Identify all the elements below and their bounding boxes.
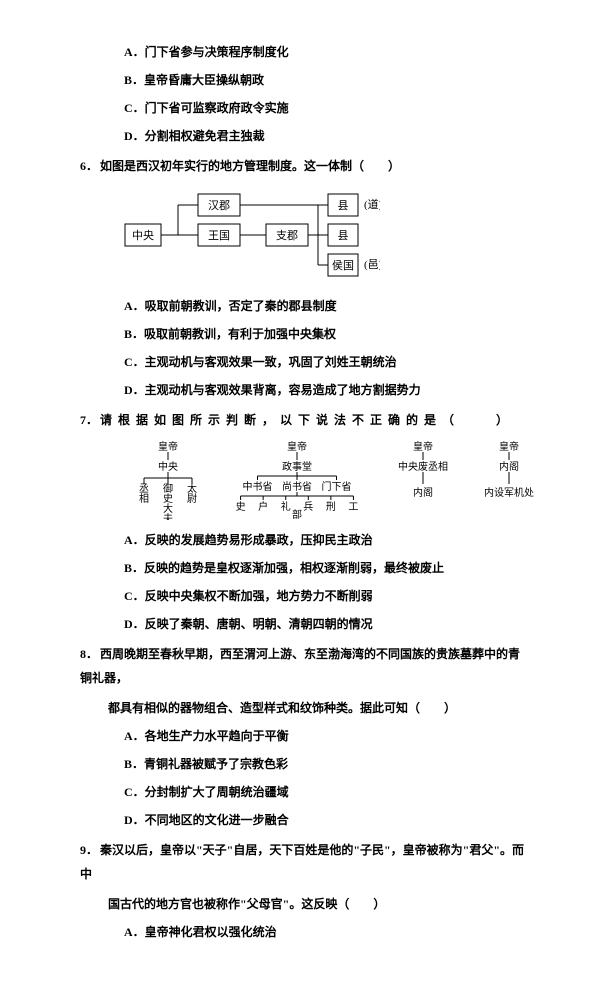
q9-line2: 国古代的地方官也被称作"父母官"。这反映（ ） — [108, 892, 525, 916]
option-8d: D．不同地区的文化进一步融合 — [124, 808, 525, 832]
svg-text:兵: 兵 — [303, 500, 313, 513]
svg-text:皇帝: 皇帝 — [158, 440, 178, 453]
svg-text:王国: 王国 — [208, 229, 230, 242]
svg-text:内阁: 内阁 — [413, 486, 433, 499]
svg-text:皇帝: 皇帝 — [499, 440, 519, 453]
svg-text:内设军机处: 内设军机处 — [484, 486, 534, 499]
q6-diagram: 中央汉郡王国支郡县县侯国(道)(邑) — [120, 186, 525, 286]
svg-text:礼: 礼 — [281, 500, 291, 513]
svg-text:内阁: 内阁 — [499, 460, 519, 473]
svg-text:中书省: 中书省 — [243, 480, 273, 493]
q8-num: 8． — [80, 642, 100, 666]
option-8c: C．分封制扩大了周朝统治疆域 — [124, 780, 525, 804]
svg-text:皇帝: 皇帝 — [287, 440, 307, 453]
svg-text:工: 工 — [348, 502, 358, 513]
svg-text:史: 史 — [236, 501, 246, 513]
svg-text:中央废丞相: 中央废丞相 — [398, 460, 448, 473]
q9-text1: 秦汉以后，皇帝以"天子"自居，天下百姓是他的"子民"，皇帝被称为"君父"。而中 — [80, 843, 524, 881]
option-6a: A．吸取前朝教训，否定了秦的郡县制度 — [124, 294, 525, 318]
option-5a: A．门下省参与决策程序制度化 — [124, 40, 525, 64]
svg-text:部: 部 — [292, 508, 302, 520]
option-6c: C．主观动机与客观效果一致，巩固了刘姓王朝统治 — [124, 350, 525, 374]
option-7a: A．反映的发展趋势易形成暴政，压抑民主政治 — [124, 528, 525, 552]
svg-text:夫: 夫 — [163, 513, 173, 520]
option-7b: B．反映的趋势是皇权逐渐加强，相权逐渐削弱，最终被废止 — [124, 556, 525, 580]
question-6: 6．如图是西汉初年实行的地方管理制度。这一体制（ ） — [80, 154, 525, 178]
q8-line2: 都具有相似的器物组合、造型样式和纹饰种类。据此可知（ ） — [108, 696, 525, 720]
svg-text:中央: 中央 — [132, 229, 154, 242]
question-7: 7．请根据如图所示判断，以下说法不正确的是（ ） — [80, 408, 525, 432]
q6-text: 如图是西汉初年实行的地方管理制度。这一体制（ ） — [100, 159, 400, 173]
option-6d: D．主观动机与客观效果背离，容易造成了地方割据势力 — [124, 378, 525, 402]
svg-text:政事堂: 政事堂 — [282, 460, 312, 473]
svg-text:户: 户 — [258, 500, 268, 513]
option-6b: B．吸取前朝教训，有利于加强中央集权 — [124, 322, 525, 346]
option-9a: A．皇帝神化君权以强化统治 — [124, 920, 525, 944]
q7-diagram: 皇帝中央丞相御史大夫太尉皇帝政事堂中书省尚书省门下省史户礼兵刑工部皇帝中央废丞相… — [120, 440, 525, 520]
option-7c: C．反映中央集权不断加强，地方势力不断削弱 — [124, 584, 525, 608]
q7-text: 请根据如图所示判断，以下说法不正确的是（ ） — [100, 413, 514, 427]
option-8b: B．青铜礼器被赋予了宗教色彩 — [124, 752, 525, 776]
option-5b: B．皇帝昏庸大臣操纵朝政 — [124, 68, 525, 92]
q7-num: 7． — [80, 408, 100, 432]
svg-text:(道): (道) — [364, 197, 380, 211]
q8-text1: 西周晚期至春秋早期，西至渭河上游、东至渤海湾的不同国族的贵族墓葬中的青铜礼器， — [80, 647, 520, 685]
question-9: 9．秦汉以后，皇帝以"天子"自居，天下百姓是他的"子民"，皇帝被称为"君父"。而… — [80, 838, 525, 886]
option-8a: A．各地生产力水平趋向于平衡 — [124, 724, 525, 748]
q6-num: 6． — [80, 154, 100, 178]
svg-text:刑: 刑 — [326, 500, 336, 513]
option-5d: D．分割相权避免君主独裁 — [124, 124, 525, 148]
svg-text:尚书省: 尚书省 — [282, 480, 312, 493]
svg-text:门下省: 门下省 — [322, 480, 352, 493]
svg-text:相: 相 — [139, 492, 149, 505]
question-8: 8．西周晚期至春秋早期，西至渭河上游、东至渤海湾的不同国族的贵族墓葬中的青铜礼器… — [80, 642, 525, 690]
svg-text:支郡: 支郡 — [276, 229, 298, 242]
option-5c: C．门下省可监察政府政令实施 — [124, 96, 525, 120]
svg-text:县: 县 — [338, 199, 349, 212]
svg-text:县: 县 — [338, 229, 349, 242]
svg-text:侯国: 侯国 — [332, 258, 354, 272]
svg-text:(邑): (邑) — [364, 258, 380, 271]
svg-text:尉: 尉 — [187, 492, 197, 505]
svg-text:汉郡: 汉郡 — [208, 199, 230, 212]
svg-text:皇帝: 皇帝 — [413, 440, 433, 453]
svg-text:中央: 中央 — [158, 460, 178, 473]
option-7d: D．反映了秦朝、唐朝、明朝、清朝四朝的情况 — [124, 612, 525, 636]
